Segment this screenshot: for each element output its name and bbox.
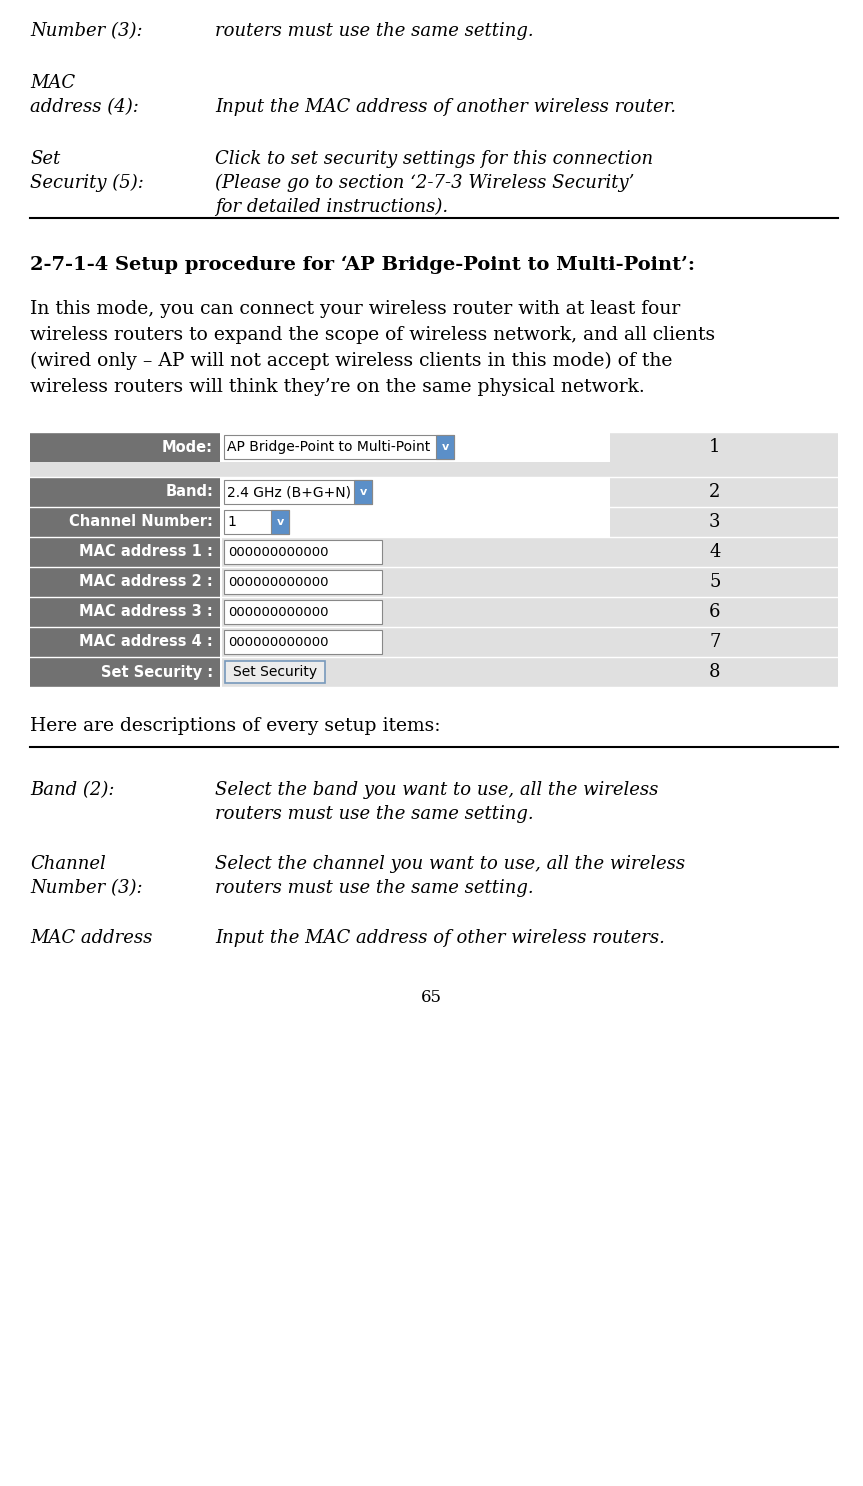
Text: 000000000000: 000000000000 <box>228 545 329 559</box>
Text: Input the MAC address of other wireless routers.: Input the MAC address of other wireless … <box>215 929 665 947</box>
Text: address (4):: address (4): <box>30 98 139 116</box>
Text: MAC: MAC <box>30 74 75 92</box>
Bar <box>220 597 222 627</box>
Bar <box>30 477 838 507</box>
Bar <box>30 462 838 477</box>
Text: (wired only – AP will not accept wireless clients in this mode) of the: (wired only – AP will not accept wireles… <box>30 352 672 370</box>
Text: 4: 4 <box>709 542 721 562</box>
Text: Security (5):: Security (5): <box>30 174 144 192</box>
Text: 8: 8 <box>709 663 721 681</box>
Bar <box>222 627 610 657</box>
Text: Channel: Channel <box>30 854 106 872</box>
Text: 3: 3 <box>709 513 721 531</box>
Text: Select the band you want to use, all the wireless: Select the band you want to use, all the… <box>215 782 658 799</box>
Text: 000000000000: 000000000000 <box>228 636 329 648</box>
Text: Number (3):: Number (3): <box>30 22 142 40</box>
Text: routers must use the same setting.: routers must use the same setting. <box>215 22 533 40</box>
Text: 000000000000: 000000000000 <box>228 575 329 588</box>
Text: Set Security: Set Security <box>233 666 317 679</box>
Bar <box>30 568 838 597</box>
Text: 6: 6 <box>709 603 721 621</box>
Text: Mode:: Mode: <box>162 440 213 455</box>
Bar <box>30 568 220 597</box>
Text: v: v <box>441 441 449 452</box>
Text: 65: 65 <box>420 990 442 1006</box>
Bar <box>222 536 610 568</box>
Text: 1: 1 <box>227 516 236 529</box>
Text: 1: 1 <box>709 438 721 456</box>
Text: Set: Set <box>30 150 60 168</box>
Bar <box>220 627 222 657</box>
Bar <box>222 568 610 597</box>
Bar <box>354 480 372 504</box>
Bar <box>220 477 222 507</box>
Bar <box>30 657 220 687</box>
Bar <box>30 536 838 568</box>
Bar <box>30 657 838 687</box>
Bar <box>225 661 325 684</box>
Bar <box>30 627 220 657</box>
Text: AP Bridge-Point to Multi-Point: AP Bridge-Point to Multi-Point <box>227 440 431 455</box>
Text: for detailed instructions).: for detailed instructions). <box>215 198 448 217</box>
Text: routers must use the same setting.: routers must use the same setting. <box>215 880 533 898</box>
Text: wireless routers will think they’re on the same physical network.: wireless routers will think they’re on t… <box>30 377 645 395</box>
Text: Click to set security settings for this connection: Click to set security settings for this … <box>215 150 653 168</box>
Bar <box>436 435 454 459</box>
Bar <box>224 510 289 533</box>
Text: MAC address 3 :: MAC address 3 : <box>79 605 213 620</box>
Bar <box>220 657 222 687</box>
Bar <box>30 477 220 507</box>
Bar <box>220 507 222 536</box>
Bar <box>30 432 838 462</box>
Text: 7: 7 <box>709 633 721 651</box>
Text: wireless routers to expand the scope of wireless network, and all clients: wireless routers to expand the scope of … <box>30 325 715 343</box>
Text: In this mode, you can connect your wireless router with at least four: In this mode, you can connect your wirel… <box>30 300 680 318</box>
Text: Band (2):: Band (2): <box>30 782 115 799</box>
Text: 2.4 GHz (B+G+N): 2.4 GHz (B+G+N) <box>227 484 351 499</box>
Bar <box>222 477 610 507</box>
Text: Here are descriptions of every setup items:: Here are descriptions of every setup ite… <box>30 718 440 736</box>
Text: 000000000000: 000000000000 <box>228 605 329 618</box>
Text: Band:: Band: <box>165 484 213 499</box>
Text: MAC address: MAC address <box>30 929 153 947</box>
Text: Number (3):: Number (3): <box>30 880 142 898</box>
Bar <box>220 568 222 597</box>
Bar <box>30 597 838 627</box>
Bar <box>30 507 838 536</box>
Bar <box>30 627 838 657</box>
Bar <box>30 536 220 568</box>
Text: MAC address 1 :: MAC address 1 : <box>79 544 213 560</box>
Text: 2-7-1-4 Setup procedure for ‘AP Bridge-Point to Multi-Point’:: 2-7-1-4 Setup procedure for ‘AP Bridge-P… <box>30 256 695 275</box>
Text: Input the MAC address of another wireless router.: Input the MAC address of another wireles… <box>215 98 676 116</box>
Bar <box>222 657 610 687</box>
Text: 5: 5 <box>709 574 721 591</box>
Bar <box>224 630 382 654</box>
Text: MAC address 2 :: MAC address 2 : <box>79 575 213 590</box>
Bar <box>224 480 372 504</box>
Bar <box>220 536 222 568</box>
Text: routers must use the same setting.: routers must use the same setting. <box>215 805 533 823</box>
Bar <box>224 571 382 594</box>
Bar <box>222 597 610 627</box>
Bar <box>224 435 454 459</box>
Bar <box>30 507 220 536</box>
Text: v: v <box>359 487 367 496</box>
Bar <box>30 432 220 462</box>
Text: Channel Number:: Channel Number: <box>69 514 213 529</box>
Text: (Please go to section ‘2-7-3 Wireless Security’: (Please go to section ‘2-7-3 Wireless Se… <box>215 174 634 192</box>
Bar <box>224 600 382 624</box>
Text: Set Security :: Set Security : <box>101 664 213 679</box>
Bar <box>271 510 289 533</box>
Bar <box>222 507 610 536</box>
Text: MAC address 4 :: MAC address 4 : <box>79 635 213 649</box>
Bar <box>222 432 610 462</box>
Bar <box>220 432 222 462</box>
Text: 2: 2 <box>709 483 721 501</box>
Bar <box>224 539 382 565</box>
Bar <box>30 597 220 627</box>
Text: Select the channel you want to use, all the wireless: Select the channel you want to use, all … <box>215 854 685 872</box>
Text: v: v <box>276 517 284 528</box>
